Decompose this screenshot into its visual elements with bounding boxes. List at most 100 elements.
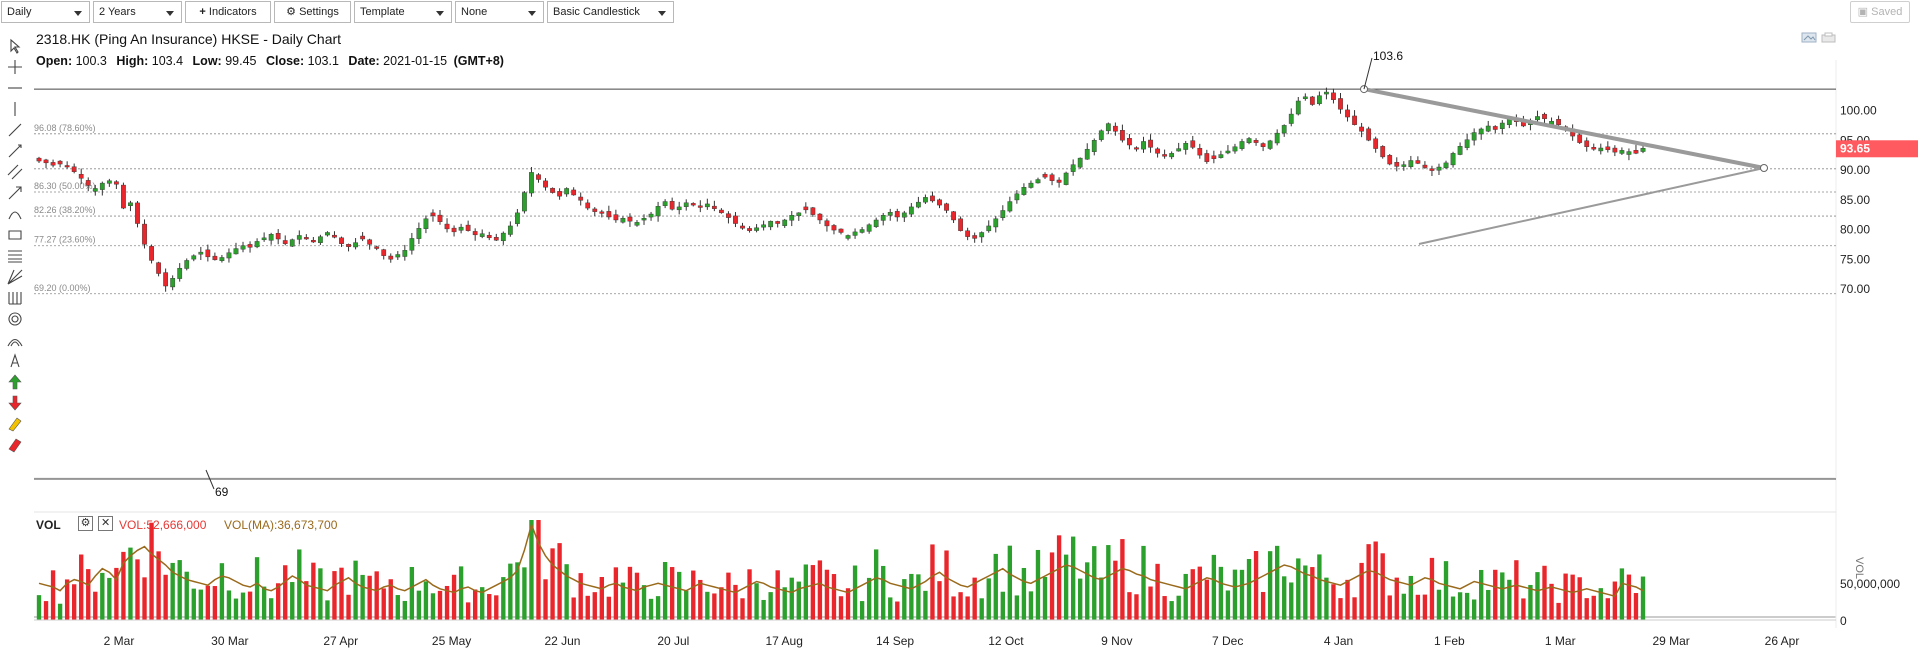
candle-body xyxy=(1112,125,1118,132)
period-select[interactable]: Daily xyxy=(1,1,90,23)
settings-button[interactable]: ⚙ Settings xyxy=(274,1,351,23)
candle-body xyxy=(1007,201,1013,212)
chevron-down-icon xyxy=(658,11,666,16)
candle-body xyxy=(1429,168,1435,171)
volume-bar xyxy=(585,595,590,620)
volume-bar xyxy=(895,601,900,620)
volume-settings-gear-icon[interactable]: ⚙ xyxy=(78,516,93,531)
volume-bar xyxy=(1507,579,1512,620)
volume-bar xyxy=(1014,595,1020,620)
saved-button[interactable]: ▣ Saved xyxy=(1850,1,1910,23)
candle-body xyxy=(824,220,830,227)
volume-bar xyxy=(1078,578,1083,620)
candle-body xyxy=(1380,146,1386,158)
candle-body xyxy=(1218,154,1224,158)
volume-bar xyxy=(677,571,682,620)
last-price-label: 93.65 xyxy=(1840,141,1870,155)
volume-bar xyxy=(1007,545,1013,620)
candle-body xyxy=(71,166,77,172)
candle-body xyxy=(711,205,717,209)
candle-body xyxy=(163,272,169,287)
y-tick-label: 90.00 xyxy=(1840,163,1870,177)
fibonacci-arc-icon[interactable] xyxy=(5,330,23,348)
volume-bar xyxy=(669,567,675,620)
candle-body xyxy=(1169,153,1175,158)
volume-bar xyxy=(423,581,429,620)
candle-body xyxy=(226,252,232,259)
parallel-channel-icon[interactable] xyxy=(5,162,23,180)
volume-ma-line xyxy=(38,522,1644,598)
volume-bar xyxy=(1331,584,1336,620)
arc-icon[interactable] xyxy=(5,204,23,222)
arc-icon-glyph xyxy=(8,211,22,220)
candle-body xyxy=(873,219,879,228)
candle-body xyxy=(1457,145,1463,155)
volume-bar xyxy=(1155,563,1160,620)
chart-style-select-value: Basic Candlestick xyxy=(553,6,640,18)
volume-pane: 50,000,000 0 VOL xyxy=(34,511,1900,628)
candle-body xyxy=(1253,140,1259,143)
candle-body xyxy=(1232,146,1238,152)
candle-body xyxy=(1155,148,1160,154)
overlay-select[interactable]: None xyxy=(455,1,544,23)
volume-bar xyxy=(381,588,386,620)
volume-close-icon[interactable]: ✕ xyxy=(98,516,114,531)
candle-body xyxy=(1190,140,1196,148)
cursor-icon[interactable] xyxy=(5,36,23,54)
volume-bar xyxy=(1436,589,1442,620)
candle-body xyxy=(979,232,985,238)
fib-level-label: 96.08 (78.60%) xyxy=(34,123,96,133)
volume-bar xyxy=(240,592,246,620)
rectangle-icon[interactable] xyxy=(5,225,23,243)
close-value: 103.1 xyxy=(307,54,339,68)
volume-bar xyxy=(986,578,991,620)
x-tick-label: 22 Jun xyxy=(544,634,580,648)
horizontal-line-icon[interactable] xyxy=(5,78,23,96)
volume-bar xyxy=(283,565,288,620)
template-select[interactable]: Template xyxy=(354,1,452,23)
candle-body xyxy=(64,165,70,168)
crosshair-icon[interactable] xyxy=(5,57,23,75)
sell-arrow-icon[interactable] xyxy=(5,393,23,411)
candle-body xyxy=(789,215,795,221)
highlighter-icon[interactable] xyxy=(5,414,23,432)
volume-bar xyxy=(247,591,253,620)
y-tick-label: 70.00 xyxy=(1840,282,1870,296)
eraser-icon[interactable] xyxy=(5,435,23,453)
volume-bar xyxy=(1274,545,1280,620)
candle-body xyxy=(859,229,865,233)
range-select[interactable]: 2 Years xyxy=(93,1,182,23)
screenshot-icon[interactable] xyxy=(1801,32,1817,43)
fibonacci-fan-icon[interactable] xyxy=(5,267,23,285)
candle-body xyxy=(515,212,520,224)
volume-bar xyxy=(993,553,998,620)
y-tick-label: 75.00 xyxy=(1840,252,1870,266)
arrow-line-icon[interactable] xyxy=(5,183,23,201)
volume-bar xyxy=(1464,592,1470,620)
plus-icon: + xyxy=(199,6,206,18)
indicators-button[interactable]: + Indicators xyxy=(185,1,271,23)
candle-body xyxy=(458,226,464,231)
x-tick-label: 29 Mar xyxy=(1652,634,1689,648)
candle-body xyxy=(719,209,724,214)
gann-grid-icon[interactable] xyxy=(5,288,23,306)
volume-bar xyxy=(1401,593,1406,620)
volume-bar xyxy=(1521,598,1526,620)
print-icon[interactable] xyxy=(1821,32,1836,43)
fibonacci-circle-icon[interactable] xyxy=(5,309,23,327)
trend-line-icon[interactable] xyxy=(5,120,23,138)
volume-bar xyxy=(902,579,907,620)
fibonacci-retracement-icon[interactable] xyxy=(5,246,23,264)
text-icon[interactable] xyxy=(5,351,23,369)
candle-body xyxy=(106,180,112,184)
ray-icon[interactable] xyxy=(5,141,23,159)
chart-style-select[interactable]: Basic Candlestick xyxy=(547,1,674,23)
volume-bar xyxy=(515,562,520,620)
buy-arrow-icon[interactable] xyxy=(5,372,23,390)
volume-bar xyxy=(142,577,147,620)
chevron-down-icon xyxy=(166,11,174,16)
vertical-line-icon[interactable] xyxy=(5,99,23,117)
volume-bar xyxy=(817,560,823,620)
volume-bar xyxy=(409,566,415,620)
